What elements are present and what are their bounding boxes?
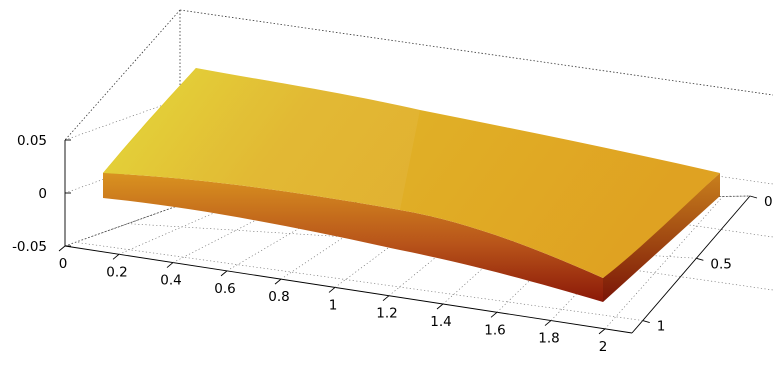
x-tick-label: 1.4 (430, 314, 451, 330)
z-tick-label: 0 (38, 186, 47, 202)
x-tick-mark (220, 270, 228, 277)
x-tick-mark (112, 253, 120, 260)
y-axis-ticks: 00.51 (642, 194, 773, 335)
x-tick-label: 0.8 (268, 289, 289, 305)
z-grid-line (64, 98, 181, 141)
slab-front-face (103, 173, 603, 302)
x-tick-mark (328, 287, 336, 293)
x-tick-label: 1 (329, 297, 338, 313)
x-tick-label: 0.4 (160, 273, 181, 289)
slab-top-highlight (103, 68, 420, 210)
x-tick-label: 2 (599, 339, 608, 355)
x-tick-label: 1.2 (376, 306, 397, 322)
x-tick-mark (598, 328, 606, 335)
z-tick-label: 0.05 (17, 133, 47, 149)
x-tick-mark (58, 245, 66, 252)
x-tick-label: 0.2 (106, 264, 127, 280)
slab-top-face (103, 68, 720, 278)
x-tick-label: 1.6 (484, 322, 505, 338)
y-tick-mark (749, 195, 758, 199)
x-grid-line (604, 196, 724, 330)
y-tick-mark (696, 257, 704, 261)
slab-right-face (603, 173, 720, 302)
x-tick-label: 0.6 (214, 281, 235, 297)
z-grid-line (64, 204, 181, 247)
y-tick-label: 0.5 (710, 256, 731, 272)
z-tick-label: -0.05 (12, 239, 47, 255)
x-tick-label: 0 (59, 256, 68, 272)
x-tick-mark (490, 311, 498, 318)
x-tick-label: 1.8 (538, 331, 559, 347)
x-tick-mark (436, 303, 444, 310)
x-tick-mark (544, 320, 552, 326)
x-grid-line (442, 198, 561, 305)
x-tick-mark (166, 262, 174, 268)
x-axis-ticks: 0 0.2 0.4 0.6 0.8 1 1.2 1.4 1.6 1.8 2 (58, 245, 608, 355)
y-tick-label: 1 (657, 319, 666, 335)
y-tick-label: 0 (764, 194, 773, 210)
x-tick-mark (382, 295, 390, 302)
slab (103, 68, 720, 302)
y-tick-mark (642, 320, 650, 323)
z-axis-ticks: 0.05 0 -0.05 (12, 133, 71, 255)
x-tick-mark (274, 278, 282, 285)
